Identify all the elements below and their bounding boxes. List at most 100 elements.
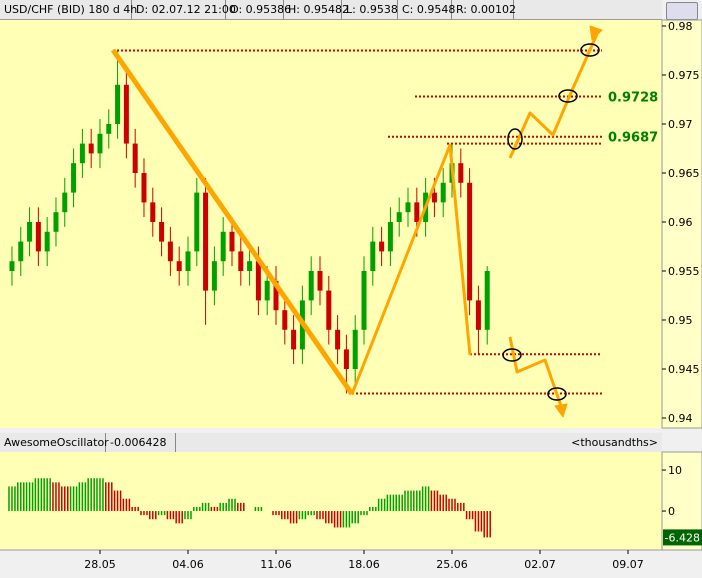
high: H: 0.95482 bbox=[284, 0, 349, 19]
candle-body bbox=[220, 231, 226, 262]
candle-body bbox=[71, 163, 77, 193]
candle-body bbox=[238, 251, 244, 271]
close: C: 0.9548 bbox=[398, 0, 455, 19]
y-tick-label: 0.97 bbox=[668, 118, 693, 131]
x-tick-label: 28.05 bbox=[84, 558, 116, 571]
candle-body bbox=[203, 192, 209, 291]
price-pane bbox=[0, 20, 662, 428]
y-tick-label: 0.95 bbox=[668, 314, 693, 327]
candle-body bbox=[229, 231, 235, 252]
candle-body bbox=[352, 329, 358, 370]
candle-body bbox=[361, 270, 367, 330]
value-badge-label: -6.428 bbox=[665, 531, 700, 544]
y-tick-label: 0.98 bbox=[668, 20, 693, 33]
candle-body bbox=[379, 241, 385, 252]
candle-body bbox=[79, 143, 85, 164]
candle-body bbox=[141, 172, 147, 203]
candle-body bbox=[440, 182, 446, 203]
candle-body bbox=[9, 261, 15, 271]
candle-body bbox=[27, 221, 33, 242]
candle-body bbox=[291, 329, 297, 350]
time-axis bbox=[0, 550, 702, 578]
low: L: 0.9538 bbox=[342, 0, 398, 19]
candle-body bbox=[308, 270, 314, 301]
x-tick-label: 09.07 bbox=[612, 558, 644, 571]
range: R: 0.00102 bbox=[452, 0, 516, 19]
candle-body bbox=[53, 212, 59, 232]
candle-body bbox=[132, 143, 138, 173]
target-ellipse bbox=[580, 43, 600, 57]
oscillator-pane bbox=[0, 452, 662, 550]
oscillator-value: -0.006428 bbox=[106, 433, 176, 452]
y-tick-label: 0.965 bbox=[668, 167, 700, 180]
oscillator-header: AwesomeOscillator -0.006428 <thousandths… bbox=[0, 433, 662, 453]
oscillator-units: <thousandths> bbox=[571, 436, 658, 449]
symbol: USD/CHF (BID) 180 d 4h bbox=[0, 0, 137, 19]
candle-body bbox=[282, 310, 288, 330]
forecast-up bbox=[508, 33, 599, 159]
candle-body bbox=[335, 329, 341, 350]
arrow-head bbox=[554, 403, 568, 418]
level-label: 0.9728 bbox=[608, 91, 658, 106]
y-tick-label: 0.955 bbox=[668, 265, 700, 278]
date: D: 02.07.12 21:00 bbox=[132, 0, 236, 19]
candle-body bbox=[387, 221, 393, 252]
level-label: 0.9687 bbox=[608, 131, 658, 146]
candle-body bbox=[405, 202, 411, 213]
oscillator-axis bbox=[661, 451, 702, 551]
candle-body bbox=[88, 143, 94, 154]
value-badge bbox=[663, 529, 702, 546]
candle-body bbox=[159, 221, 165, 242]
x-tick-label: 04.06 bbox=[172, 558, 204, 571]
candle-body bbox=[97, 133, 103, 154]
candle-body bbox=[247, 261, 253, 271]
candle-body bbox=[18, 241, 24, 262]
y-tick-label: 0.945 bbox=[668, 363, 700, 376]
candle-body bbox=[475, 300, 481, 330]
forecast-down bbox=[508, 336, 563, 407]
candle-body bbox=[431, 192, 437, 203]
x-tick-label: 18.06 bbox=[348, 558, 380, 571]
candle-body bbox=[264, 280, 270, 301]
candle-body bbox=[467, 182, 473, 301]
candle-body bbox=[185, 251, 191, 271]
y-tick-label: 0.96 bbox=[668, 216, 693, 229]
open: O: 0.95386 bbox=[226, 0, 291, 19]
candle-body bbox=[176, 261, 182, 271]
candle-body bbox=[370, 241, 376, 271]
candle-body bbox=[106, 123, 112, 134]
target-ellipse bbox=[558, 89, 578, 103]
y-tick-label: 10 bbox=[668, 464, 682, 477]
candle-body bbox=[423, 192, 429, 222]
price-header: USD/CHF (BID) 180 d 4h D: 02.07.12 21:00… bbox=[0, 0, 662, 20]
candle-body bbox=[35, 221, 41, 252]
candle-body bbox=[449, 163, 455, 183]
candle-body bbox=[396, 212, 402, 222]
candle-body bbox=[299, 300, 305, 350]
candle-body bbox=[115, 84, 121, 124]
x-tick-label: 11.06 bbox=[260, 558, 292, 571]
target-ellipse bbox=[547, 387, 567, 401]
candle-body bbox=[44, 231, 50, 252]
candle-body bbox=[273, 280, 279, 311]
candle-body bbox=[62, 192, 68, 213]
candle-body bbox=[317, 270, 323, 291]
target-ellipse bbox=[502, 348, 522, 362]
arrow-head bbox=[589, 25, 603, 41]
candle-body bbox=[484, 270, 490, 330]
menu-button[interactable] bbox=[666, 2, 698, 20]
y-tick-label: 0.94 bbox=[668, 412, 693, 425]
x-tick-label: 02.07 bbox=[524, 558, 556, 571]
trend-line bbox=[110, 48, 355, 396]
candle-body bbox=[458, 163, 464, 183]
trend-line bbox=[350, 143, 472, 395]
candle-body bbox=[123, 84, 129, 144]
candle-body bbox=[211, 261, 217, 291]
x-tick-label: 25.06 bbox=[436, 558, 468, 571]
price-axis bbox=[661, 19, 702, 429]
candle-body bbox=[194, 192, 200, 252]
candle-body bbox=[167, 241, 173, 262]
candle-body bbox=[150, 202, 156, 222]
